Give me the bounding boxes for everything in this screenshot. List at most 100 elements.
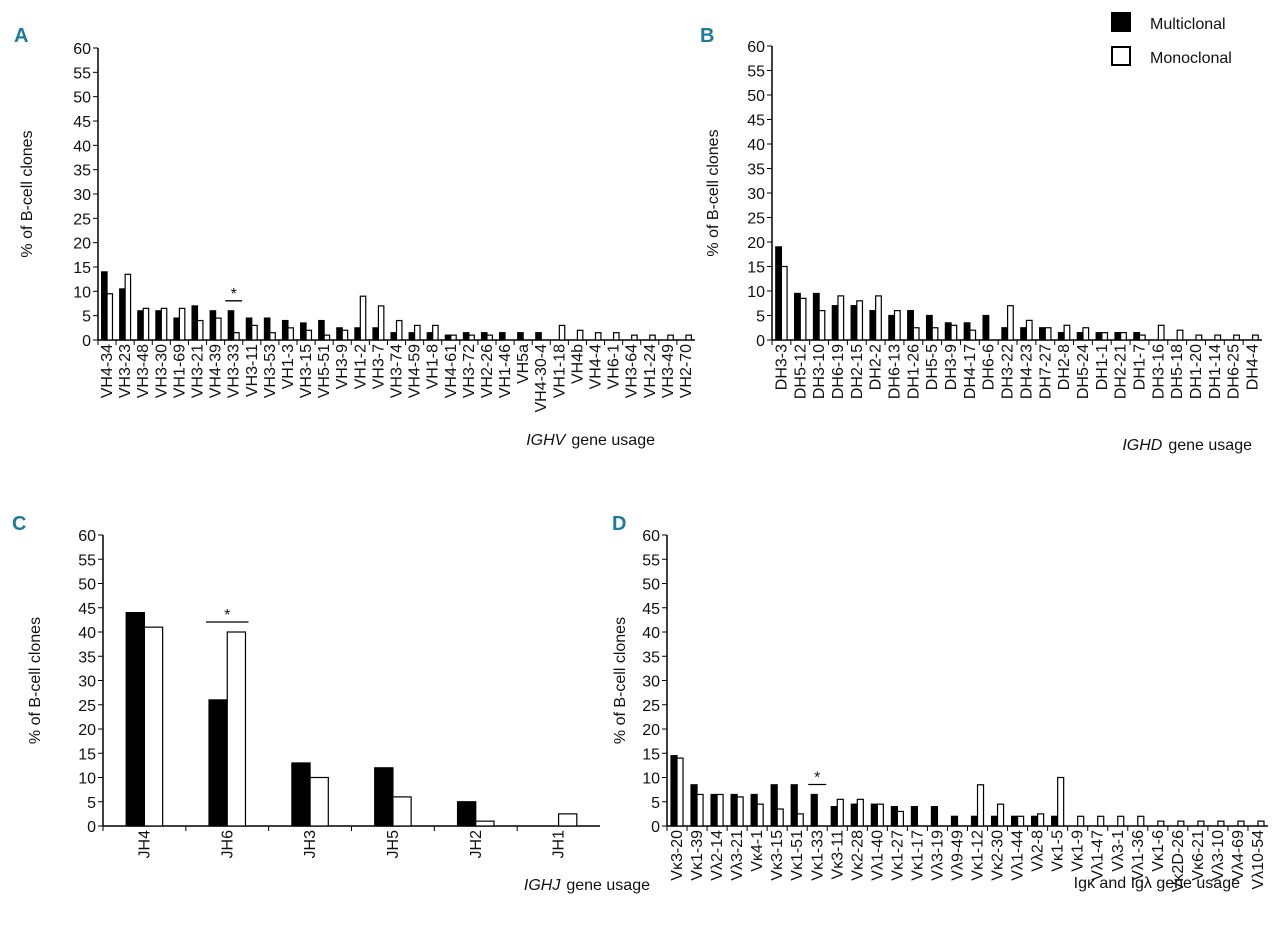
x-tick-label: Vκ1-27 — [889, 830, 906, 881]
bar — [1157, 820, 1165, 827]
bar — [390, 332, 398, 341]
y-tick-label: 35 — [78, 649, 96, 666]
bar — [1133, 332, 1141, 341]
bar — [1095, 332, 1103, 341]
bar — [106, 293, 114, 341]
panel-label: C — [12, 513, 26, 535]
bar — [944, 322, 952, 341]
x-tick-label: DH6-25 — [1226, 344, 1243, 399]
bar — [486, 334, 493, 341]
bar — [1082, 327, 1090, 341]
bar — [969, 329, 977, 341]
bar — [1176, 329, 1184, 341]
bar — [896, 810, 904, 827]
bar — [1214, 334, 1222, 341]
bar — [676, 757, 684, 827]
x-tick-label: VH3-74 — [389, 344, 406, 398]
bar — [287, 327, 294, 341]
panel-label: D — [612, 513, 626, 535]
y-tick-label: 35 — [642, 649, 660, 666]
bar — [196, 319, 204, 341]
x-tick-label: Vλ1-44 — [1010, 830, 1027, 881]
bar — [374, 767, 394, 827]
bar — [1251, 334, 1259, 341]
bar — [142, 307, 150, 341]
x-tick-label: Vλ2-14 — [709, 830, 726, 881]
bar — [831, 305, 839, 341]
x-tick-label: DH2-2 — [868, 344, 885, 390]
legend-swatch — [1111, 46, 1131, 66]
x-tick-label: Vκ1-17 — [909, 830, 926, 881]
x-tick-label: Vκ1-33 — [809, 830, 826, 881]
bar — [730, 793, 738, 827]
x-tick-label: Vλ2-8 — [1030, 830, 1047, 872]
bar — [101, 271, 108, 341]
x-tick-label: DH6-13 — [887, 344, 904, 399]
x-tick-label: Vκ6-21 — [1190, 830, 1207, 881]
significance-marker: * — [231, 286, 237, 303]
bar — [963, 322, 971, 341]
x-tick-label: VH2-26 — [479, 344, 496, 398]
y-tick-label: 15 — [642, 746, 660, 763]
x-tick-label: DH1-26 — [905, 344, 922, 399]
bar — [982, 314, 990, 341]
y-tick-label: 0 — [651, 819, 660, 836]
x-tick-label: DH1-7 — [1132, 344, 1149, 390]
x-tick-label: Vκ1-9 — [1070, 830, 1087, 872]
bar — [770, 784, 778, 827]
bar — [137, 310, 144, 341]
bar — [178, 307, 186, 341]
y-tick-label: 60 — [78, 528, 96, 545]
y-tick-label: 30 — [747, 186, 765, 203]
y-tick-label: 25 — [78, 698, 96, 715]
x-axis-label: IGHD gene usage — [1122, 437, 1252, 454]
bar — [124, 273, 132, 341]
y-tick-label: 45 — [747, 113, 765, 130]
bar — [812, 292, 820, 341]
bar — [1097, 815, 1105, 827]
bar — [227, 310, 235, 341]
bar — [685, 334, 692, 341]
bar — [1076, 332, 1084, 341]
bar — [667, 334, 674, 341]
x-axis-label: Igκ and Igλ gene usage — [1074, 875, 1240, 892]
x-tick-label: DH5-24 — [1075, 344, 1092, 399]
bar — [716, 793, 724, 827]
bar — [912, 327, 920, 341]
x-tick-label: VH4b — [569, 344, 586, 384]
bar — [1217, 820, 1225, 827]
x-axis-label-text: gene usage — [1168, 437, 1252, 454]
bar — [281, 319, 289, 341]
bar — [1177, 820, 1185, 827]
bar — [794, 292, 801, 341]
legend-swatch — [1111, 12, 1131, 32]
bar — [426, 332, 434, 341]
x-tick-label: Vκ1-51 — [789, 830, 806, 881]
x-tick-label: DH3-10 — [811, 344, 828, 399]
bar — [214, 317, 222, 341]
bar — [191, 305, 199, 341]
y-tick-label: 10 — [73, 284, 91, 301]
y-tick-label: 20 — [78, 722, 96, 739]
x-tick-label: VH6-1 — [606, 344, 623, 389]
y-tick-label: 5 — [87, 795, 96, 812]
bar — [1137, 815, 1145, 827]
x-tick-label: DH2-8 — [1056, 344, 1073, 390]
y-tick-label: 30 — [642, 674, 660, 691]
bar — [990, 815, 999, 827]
y-tick-label: 20 — [747, 235, 765, 252]
x-tick-label: VH3-33 — [226, 344, 243, 398]
y-tick-label: 55 — [73, 65, 91, 82]
bar — [1006, 305, 1014, 341]
bar — [1114, 332, 1122, 341]
x-tick-label: Vλ3-21 — [729, 830, 746, 881]
bar — [1037, 813, 1045, 827]
x-tick-label: Vλ3-19 — [929, 830, 946, 881]
bar — [1031, 815, 1039, 827]
x-tick-label: VH3-7 — [370, 344, 387, 389]
bar — [323, 334, 331, 341]
x-tick-label: Vλ10-54 — [1250, 830, 1267, 890]
y-tick-label: 40 — [642, 625, 660, 642]
bar — [830, 805, 838, 827]
x-tick-label: VH3-64 — [624, 344, 641, 398]
